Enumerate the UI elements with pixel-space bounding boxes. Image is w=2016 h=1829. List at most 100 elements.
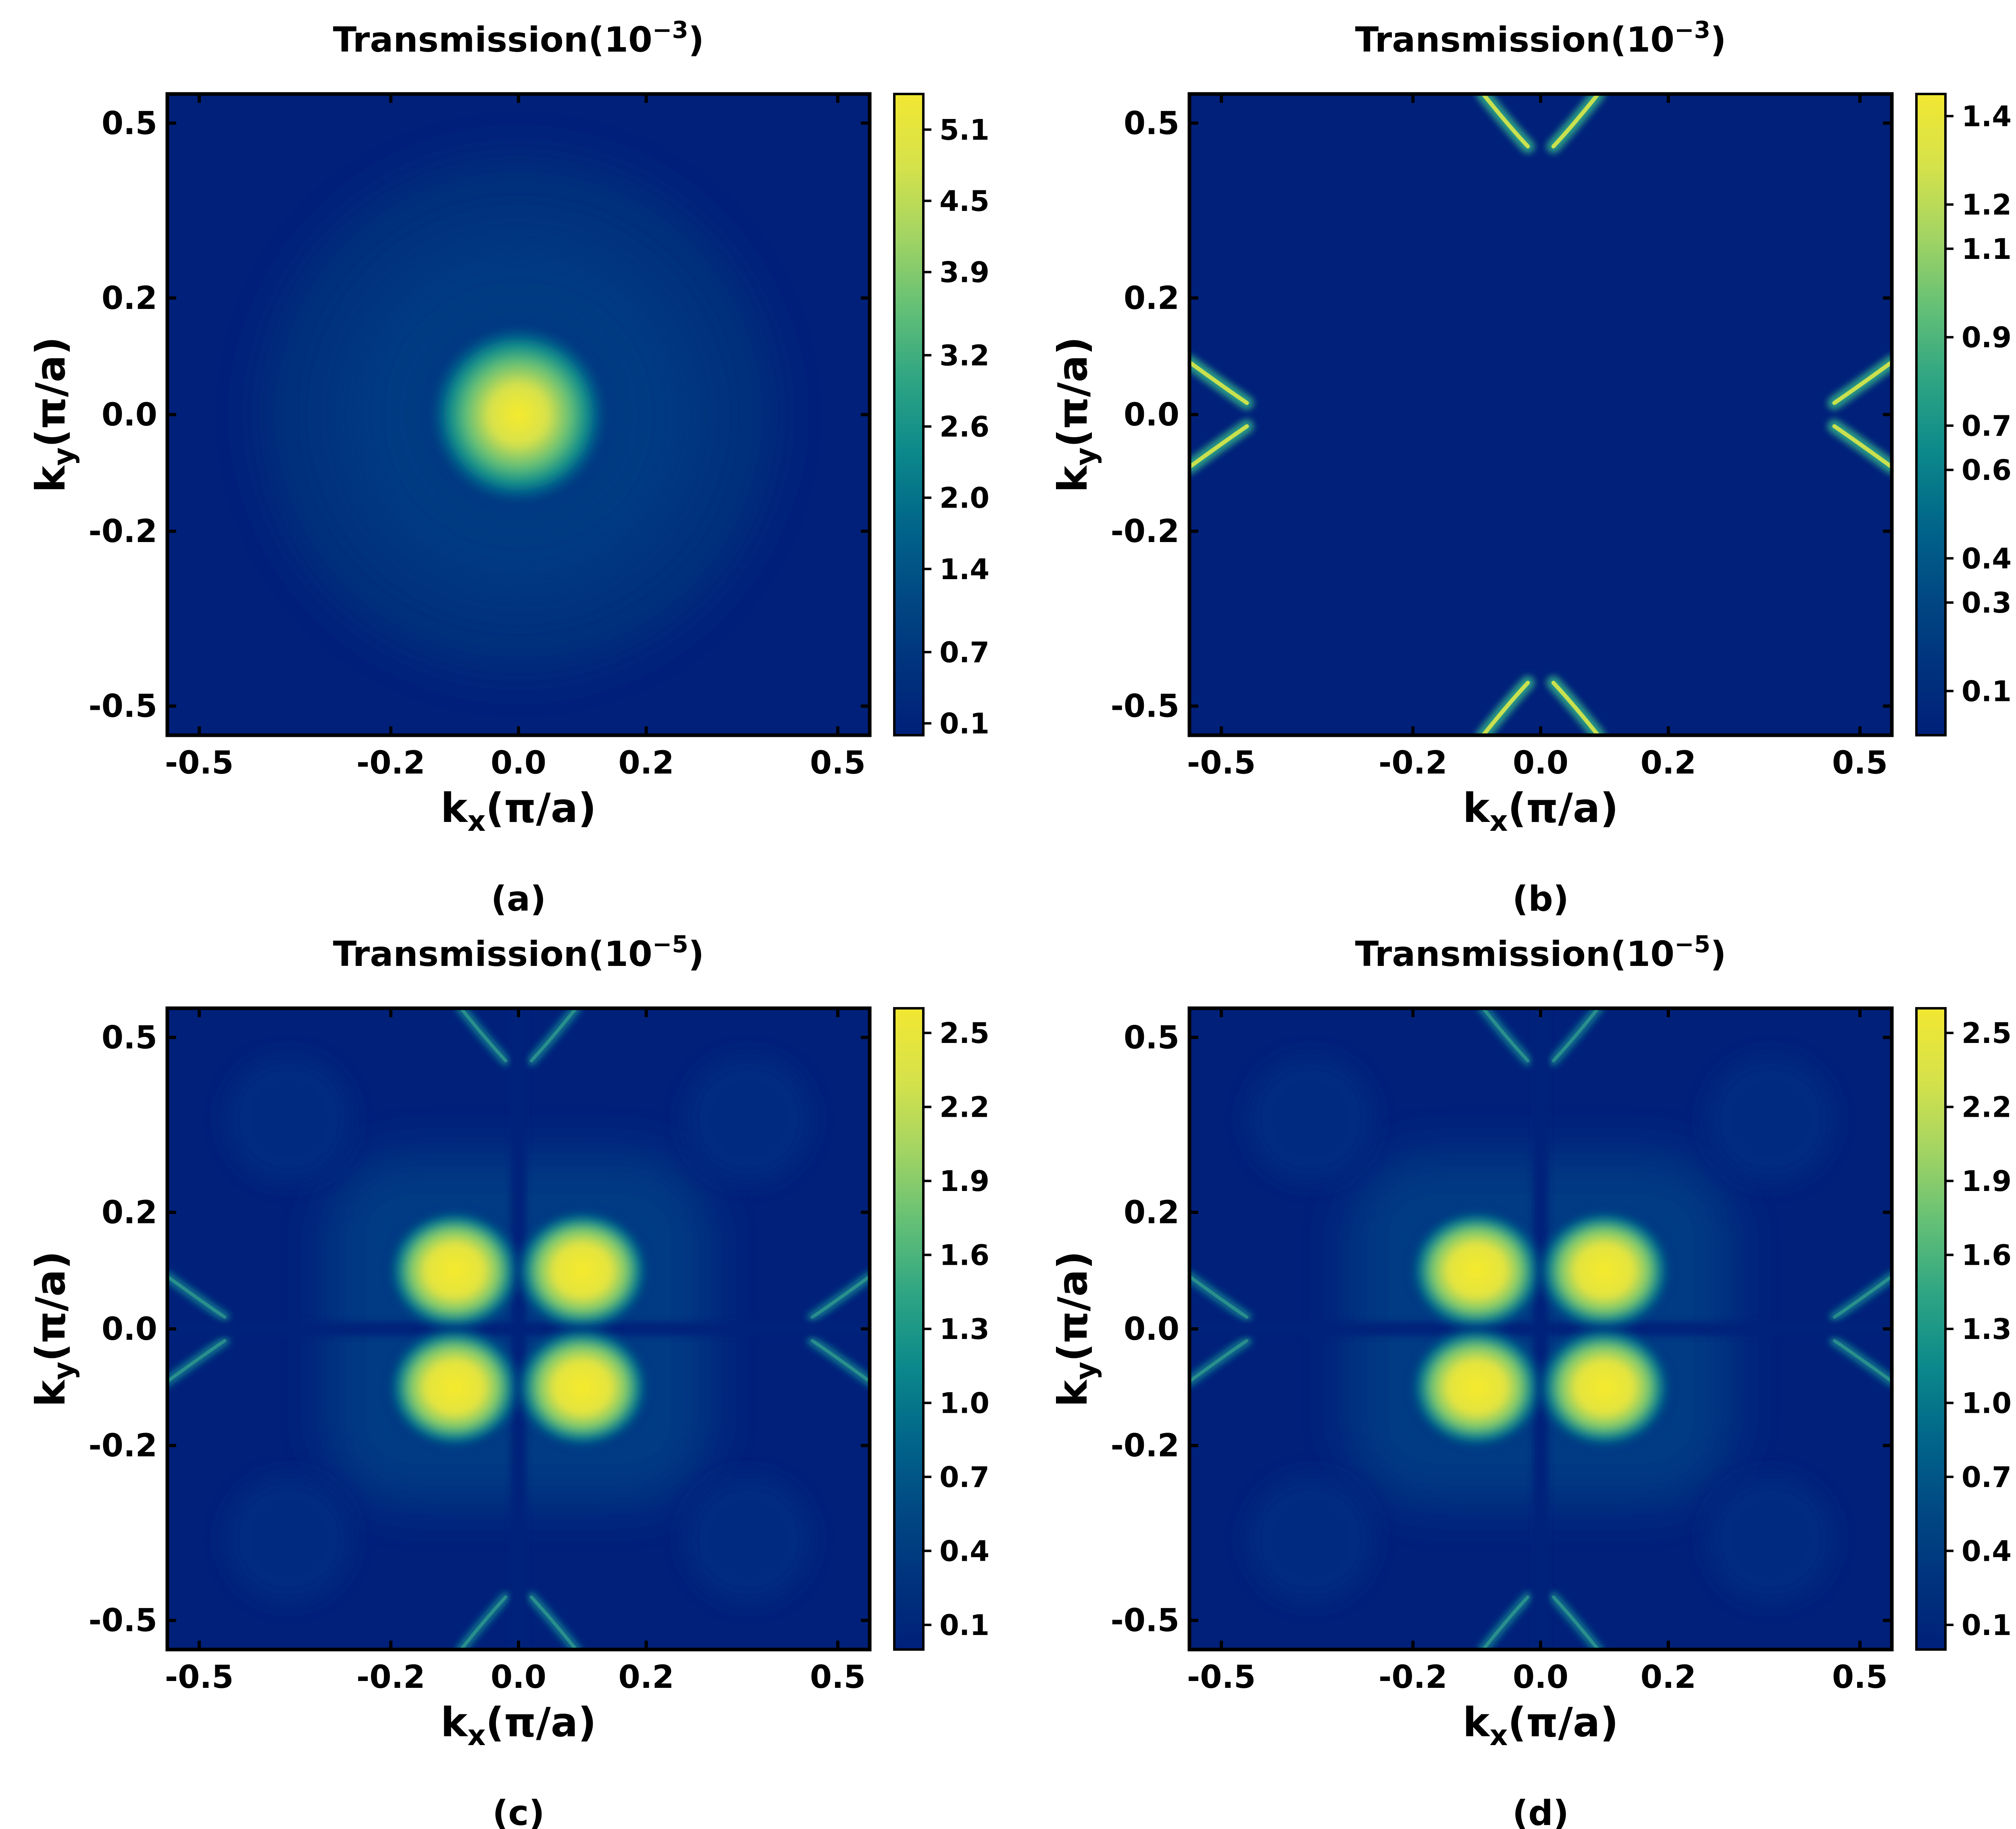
corner-pocket-2 [1247,1475,1375,1603]
heatmap-area [167,1008,870,1650]
edge-arc-top-left [1481,94,1530,149]
y-tick-label: 0.5 [102,1020,157,1056]
y-tick-label: 0.0 [102,397,157,433]
x-axis-label: kx(π/a) [441,784,596,838]
y-tick-label: -0.5 [1110,688,1179,725]
x-tick-label: 0.5 [810,1659,866,1696]
lobe-0 [384,1207,525,1335]
corner-pocket-3 [684,1475,812,1603]
plot-frame [1187,92,1894,737]
colorbar-tick-label: 2.6 [939,410,989,443]
corner-pocket-2 [225,1475,353,1603]
y-axis-label: ky(π/a) [1049,337,1102,493]
edge-arc-left-lower [1189,1339,1249,1383]
chart-title: Transmission(10−5) [1355,930,1727,974]
y-tick-label: -0.5 [88,1603,157,1639]
x-tick-label: 0.5 [1832,745,1888,781]
lobe-2 [384,1323,525,1451]
edge-arc-top-right [1552,1008,1600,1063]
colorbar-tick-label: 0.7 [939,636,989,669]
panel-label: (b) [1512,879,1569,919]
colorbar-gradient [1916,94,1945,735]
x-tick-label: 0.0 [491,1659,546,1696]
colorbar-tick-label: 0.1 [939,707,989,740]
panel-a: -0.5 -0.2 0.0 0.2 0.5 0.5 0.2 0.0 -0.2 -0.5 Transm… [27,16,989,919]
colorbar-gradient [894,94,923,735]
colorbar: 0.1 0.4 0.7 1.0 1.3 1.6 1.9 2.2 2.5 [1915,1007,2012,1651]
colorbar-gradient [1916,1008,1945,1650]
x-tick-label: 0.2 [1641,1659,1696,1696]
chart-title: Transmission(10−3) [1355,16,1727,60]
edge-arc-right-upper [810,1274,870,1319]
y-tick-label: -0.5 [1110,1603,1179,1639]
x-tick-label: -0.2 [356,745,425,781]
corner-pocket-3 [1706,1475,1835,1603]
x-tick-label: -0.5 [1187,1659,1256,1696]
colorbar-tick-label: 0.3 [1962,586,2012,619]
x-tick-label: -0.2 [356,1659,425,1696]
y-tick-label: 0.5 [1124,1020,1179,1056]
x-tick-label: 0.0 [491,745,546,781]
colorbar-tick-label: 4.5 [939,185,989,218]
corner-pocket-0 [1247,1055,1375,1183]
colorbar-tick-label: 1.0 [1962,1387,2012,1420]
colorbar: 0.1 0.7 1.4 2.0 2.6 3.2 3.9 4.5 5.1 [893,93,989,740]
y-tick-label: 0.2 [102,280,157,317]
y-tick-label: -0.2 [88,513,157,550]
x-tick-label: -0.5 [165,745,234,781]
x-tick-label: 0.2 [619,745,674,781]
chart-title: Transmission(10−5) [333,930,704,974]
x-tick-label: -0.5 [165,1659,234,1696]
colorbar: 0.1 0.3 0.4 0.6 0.7 0.9 1.1 1.2 1.4 [1915,93,2012,736]
edge-arc-bottom-left [1481,1595,1530,1650]
colorbar-tick-label: 0.1 [939,1609,989,1642]
colorbar-tick-label: 1.3 [939,1313,989,1346]
colorbar-tick-label: 5.1 [939,113,989,146]
lobe-1 [1534,1207,1675,1335]
colorbar-tick-label: 0.1 [1962,1609,2012,1642]
edge-arc-bottom-left [1481,680,1530,735]
panel-label: (c) [492,1793,545,1829]
y-tick-label: 0.5 [1124,105,1179,142]
colorbar-tick-label: 1.2 [1962,188,2012,221]
x-axis-label: kx(π/a) [1463,1699,1618,1752]
colorbar-tick-label: 3.2 [939,339,989,372]
edge-arc-left-lower [167,1339,227,1383]
colorbar-tick-label: 1.6 [1962,1239,2012,1272]
edge-arc-bottom-right [529,1595,578,1650]
y-axis-label: ky(π/a) [27,337,80,493]
y-tick-label: 0.0 [1124,397,1179,433]
edge-arc-left-lower [1189,424,1249,469]
y-tick-label: 0.5 [102,105,157,142]
x-tick-label: 0.0 [1513,745,1568,781]
x-tick-label: 0.2 [1641,745,1696,781]
colorbar-tick-label: 0.9 [1962,321,2012,354]
colorbar-tick-label: 1.0 [939,1387,989,1420]
edge-arc-left-upper [1189,360,1249,405]
y-tick-label: -0.2 [1110,1428,1179,1464]
colorbar-tick-label: 2.5 [1962,1017,2012,1050]
y-tick-label: 0.2 [102,1195,157,1231]
edge-arc-bottom-right [1551,680,1600,735]
edge-arc-top-left [459,1008,508,1063]
plot-frame [165,92,872,737]
y-tick-label: 0.0 [1124,1311,1179,1347]
heatmap-area [167,94,870,735]
edge-arc-right-lower [1833,1339,1892,1383]
y-tick-label: 0.2 [1124,280,1179,317]
x-tick-label: 0.5 [1832,1659,1888,1696]
heatmap-area [1189,94,1892,735]
edge-arc-right-lower [1832,424,1892,469]
colorbar-tick-label: 2.5 [939,1017,989,1050]
x-axis-label: kx(π/a) [1463,784,1618,838]
colorbar-tick-label: 0.1 [1962,675,2012,708]
colorbar-tick-label: 0.7 [1962,1461,2012,1494]
heatmap-area [1189,1008,1892,1650]
panel-d: -0.5 -0.2 0.0 0.2 0.5 0.5 0.2 0.0 -0.2 -0.5 Transm… [1049,930,2012,1829]
central-peak [423,318,614,511]
colorbar-tick-label: 1.9 [1962,1165,2012,1198]
edge-arc-left-upper [1189,1274,1249,1319]
colorbar-tick-label: 1.4 [1962,100,2012,133]
colorbar-gradient [894,1008,923,1650]
